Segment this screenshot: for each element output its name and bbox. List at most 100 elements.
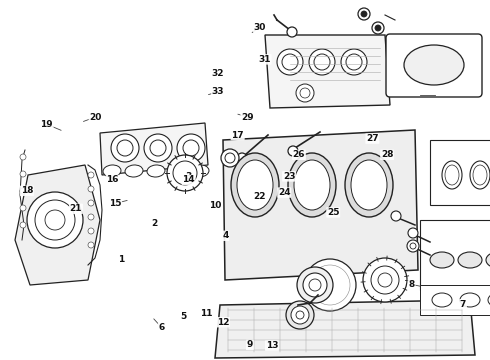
Text: 7: 7 [460,300,466,309]
Circle shape [27,192,83,248]
Circle shape [286,301,314,329]
Circle shape [144,134,172,162]
Circle shape [361,11,367,17]
Circle shape [88,200,94,206]
Bar [420,220,490,290]
Circle shape [378,273,392,287]
Circle shape [303,273,327,297]
Ellipse shape [288,153,336,217]
Ellipse shape [294,160,330,210]
Ellipse shape [231,153,279,217]
Circle shape [372,22,384,34]
Circle shape [296,84,314,102]
Polygon shape [215,300,475,358]
FancyBboxPatch shape [386,34,482,97]
Ellipse shape [445,165,459,185]
Circle shape [221,149,239,167]
Text: 25: 25 [327,208,340,217]
Text: 2: 2 [151,219,157,228]
Text: 27: 27 [366,134,379,143]
Ellipse shape [488,293,490,307]
Circle shape [319,274,341,296]
Text: 20: 20 [89,112,102,122]
Text: 12: 12 [217,318,229,327]
Circle shape [20,154,26,160]
Ellipse shape [147,165,165,177]
Circle shape [20,222,26,228]
Circle shape [375,25,381,31]
Circle shape [314,54,330,70]
Circle shape [310,265,350,305]
Text: 15: 15 [109,199,122,208]
Text: 31: 31 [258,55,271,64]
Text: 21: 21 [70,204,82,213]
Ellipse shape [169,165,187,177]
Circle shape [313,268,347,302]
Text: 24: 24 [278,188,291,197]
Text: 9: 9 [246,341,253,349]
Circle shape [408,228,418,238]
Circle shape [304,259,356,311]
Circle shape [237,153,247,163]
Circle shape [35,200,75,240]
Circle shape [309,279,321,291]
Ellipse shape [486,252,490,268]
Text: 30: 30 [253,22,266,31]
Text: 5: 5 [181,312,187,321]
Text: 11: 11 [199,309,212,318]
Ellipse shape [442,161,462,189]
Circle shape [391,211,401,221]
Circle shape [287,27,297,37]
Text: 23: 23 [283,172,295,181]
Text: 32: 32 [212,69,224,78]
Ellipse shape [191,165,209,177]
Polygon shape [265,35,390,108]
Ellipse shape [470,161,490,189]
Circle shape [150,140,166,156]
Ellipse shape [473,165,487,185]
Circle shape [296,311,304,319]
Circle shape [88,172,94,178]
Circle shape [358,8,370,20]
Text: 14: 14 [182,175,195,184]
Circle shape [288,146,298,156]
Circle shape [309,49,335,75]
Circle shape [20,188,26,194]
Text: 3: 3 [186,172,192,181]
Text: 18: 18 [21,186,33,195]
Ellipse shape [404,45,464,85]
Circle shape [173,161,197,185]
Text: 6: 6 [159,323,165,332]
Circle shape [88,242,94,248]
Circle shape [316,271,344,299]
Text: 16: 16 [106,175,119,184]
Ellipse shape [432,293,452,307]
Circle shape [312,267,348,303]
Circle shape [117,140,133,156]
Circle shape [297,267,333,303]
Ellipse shape [430,252,454,268]
Circle shape [20,205,26,211]
Bar [420,285,490,315]
Polygon shape [223,130,418,280]
Circle shape [371,266,399,294]
Text: 17: 17 [231,130,244,139]
Circle shape [45,210,65,230]
Ellipse shape [460,293,480,307]
Text: 19: 19 [40,120,53,129]
Text: 4: 4 [222,231,229,240]
Circle shape [341,49,367,75]
Ellipse shape [237,160,273,210]
Polygon shape [15,165,100,285]
Circle shape [177,134,205,162]
Circle shape [111,134,139,162]
Circle shape [225,153,235,163]
Circle shape [410,243,416,249]
Text: 10: 10 [209,201,222,210]
Polygon shape [100,123,208,175]
Circle shape [407,240,419,252]
Circle shape [20,171,26,177]
Circle shape [320,275,340,295]
Circle shape [346,54,362,70]
Circle shape [88,214,94,220]
